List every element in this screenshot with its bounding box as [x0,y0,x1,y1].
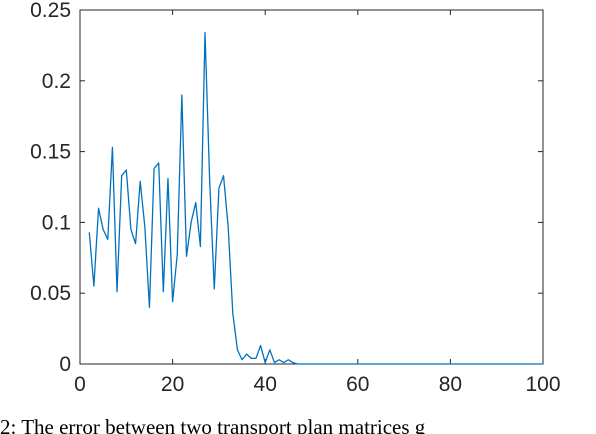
line-chart: 0 20 40 60 80 100 0 0.05 0.1 0.15 0.2 0.25 [30,0,560,396]
y-tick-label: 0.15 [30,141,71,164]
x-tick-label: 60 [346,373,369,396]
figure-caption: 2: The error between two transport plan … [0,415,426,434]
x-tick-label: 80 [439,373,462,396]
x-tick-label: 100 [525,373,560,396]
y-tick-label: 0 [59,353,71,376]
series-line [88,32,543,365]
axes-box [79,9,544,365]
x-tick-label: 20 [161,373,184,396]
y-tick-label: 0.1 [42,211,71,234]
y-tick-label: 0.05 [30,282,71,305]
plot-area: 0 20 40 60 80 100 0 0.05 0.1 0.15 0.2 0.25 [30,0,560,396]
x-tick-label: 0 [74,373,86,396]
x-tick-label: 40 [254,373,277,396]
y-tick-label: 0.25 [30,0,71,22]
y-tick-label: 0.2 [42,70,71,93]
